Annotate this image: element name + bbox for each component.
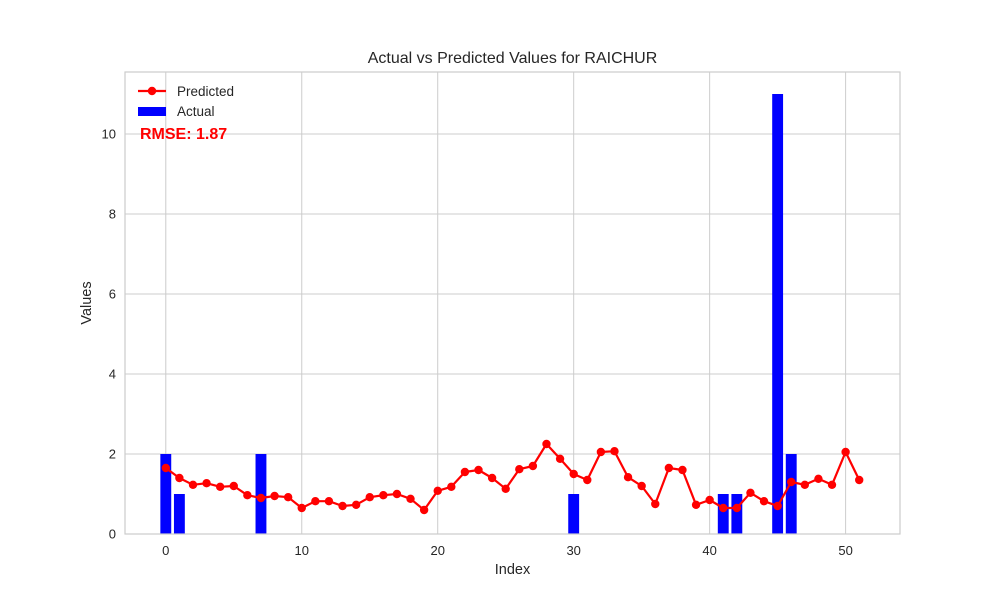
rmse-annotation: RMSE: 1.87	[140, 126, 227, 143]
predicted-series	[161, 439, 864, 515]
actual-bar	[731, 494, 743, 534]
predicted-point	[596, 447, 606, 457]
predicted-point	[542, 439, 551, 449]
legend-predicted-marker-icon	[147, 86, 157, 96]
predicted-point	[528, 461, 538, 471]
predicted-point	[474, 465, 483, 475]
predicted-point	[691, 500, 701, 509]
predicted-point	[188, 480, 198, 489]
predicted-point	[501, 484, 510, 493]
predicted-point	[841, 447, 850, 457]
predicted-point	[827, 480, 837, 489]
legend-actual-label: Actual	[177, 104, 215, 119]
predicted-point	[814, 474, 823, 483]
x-tick-label: 20	[430, 543, 444, 558]
y-tick-label: 0	[109, 527, 116, 542]
y-tick-label: 4	[109, 367, 116, 382]
predicted-point	[256, 493, 266, 503]
x-tick-label: 0	[162, 543, 169, 558]
x-tick-label: 30	[566, 543, 580, 558]
predicted-point	[460, 467, 470, 477]
predicted-point	[338, 501, 347, 511]
predicted-point	[732, 503, 742, 513]
predicted-point	[215, 482, 225, 491]
actual-bar	[173, 494, 185, 534]
predicted-point	[719, 503, 728, 513]
predicted-point	[433, 486, 442, 495]
predicted-point	[583, 475, 592, 485]
predicted-point	[610, 447, 619, 456]
predicted-point	[623, 473, 633, 482]
predicted-point	[569, 469, 578, 479]
y-tick-label: 10	[102, 127, 116, 142]
x-tick-labels: 0 10 20 30 40 50	[162, 543, 853, 558]
y-tick-labels: 0 2 4 6 8 10	[102, 127, 116, 542]
predicted-point	[447, 482, 456, 491]
predicted-point	[202, 479, 211, 488]
predicted-point	[787, 477, 796, 487]
predicted-line	[165, 442, 861, 512]
actual-bar	[785, 454, 797, 534]
predicted-point	[283, 493, 293, 502]
chart-title: Actual vs Predicted Values for RAICHUR	[368, 50, 658, 67]
x-axis-label: Index	[495, 562, 531, 578]
y-tick-label: 8	[109, 207, 116, 222]
actual-bar	[160, 454, 172, 534]
predicted-point	[651, 499, 660, 509]
predicted-point	[678, 465, 687, 475]
predicted-point	[855, 475, 864, 485]
actual-bar	[717, 494, 729, 534]
y-tick-label: 6	[109, 287, 116, 302]
predicted-point	[365, 493, 374, 502]
x-tick-label: 10	[295, 543, 309, 558]
predicted-point	[406, 494, 415, 503]
y-axis-label: Values	[79, 281, 95, 324]
predicted-point	[515, 465, 524, 474]
predicted-point	[229, 481, 238, 491]
predicted-point	[746, 488, 755, 497]
actual-bar	[568, 494, 580, 534]
predicted-point	[297, 503, 306, 513]
actual-bar	[772, 94, 784, 534]
predicted-point	[637, 481, 646, 491]
legend: Predicted Actual	[138, 84, 234, 119]
predicted-point	[311, 497, 320, 506]
predicted-point	[243, 491, 252, 500]
predicted-point	[419, 505, 429, 515]
predicted-point	[351, 500, 361, 509]
predicted-point	[379, 491, 388, 500]
predicted-point	[705, 495, 714, 505]
predicted-point	[664, 463, 674, 473]
predicted-point	[555, 454, 565, 463]
predicted-point	[324, 497, 334, 506]
x-tick-label: 40	[702, 543, 716, 558]
y-tick-label: 2	[109, 447, 116, 462]
legend-actual-patch-icon	[138, 107, 166, 116]
legend-predicted-label: Predicted	[177, 84, 234, 99]
predicted-point	[175, 473, 184, 483]
predicted-point	[773, 501, 782, 511]
predicted-point	[270, 491, 279, 501]
predicted-point	[487, 473, 497, 483]
predicted-point	[800, 480, 810, 489]
x-tick-label: 50	[838, 543, 852, 558]
plot-frame	[124, 71, 901, 535]
plot-background	[125, 72, 900, 534]
predicted-point	[161, 463, 170, 473]
predicted-point	[392, 489, 402, 499]
predicted-point	[759, 497, 769, 506]
